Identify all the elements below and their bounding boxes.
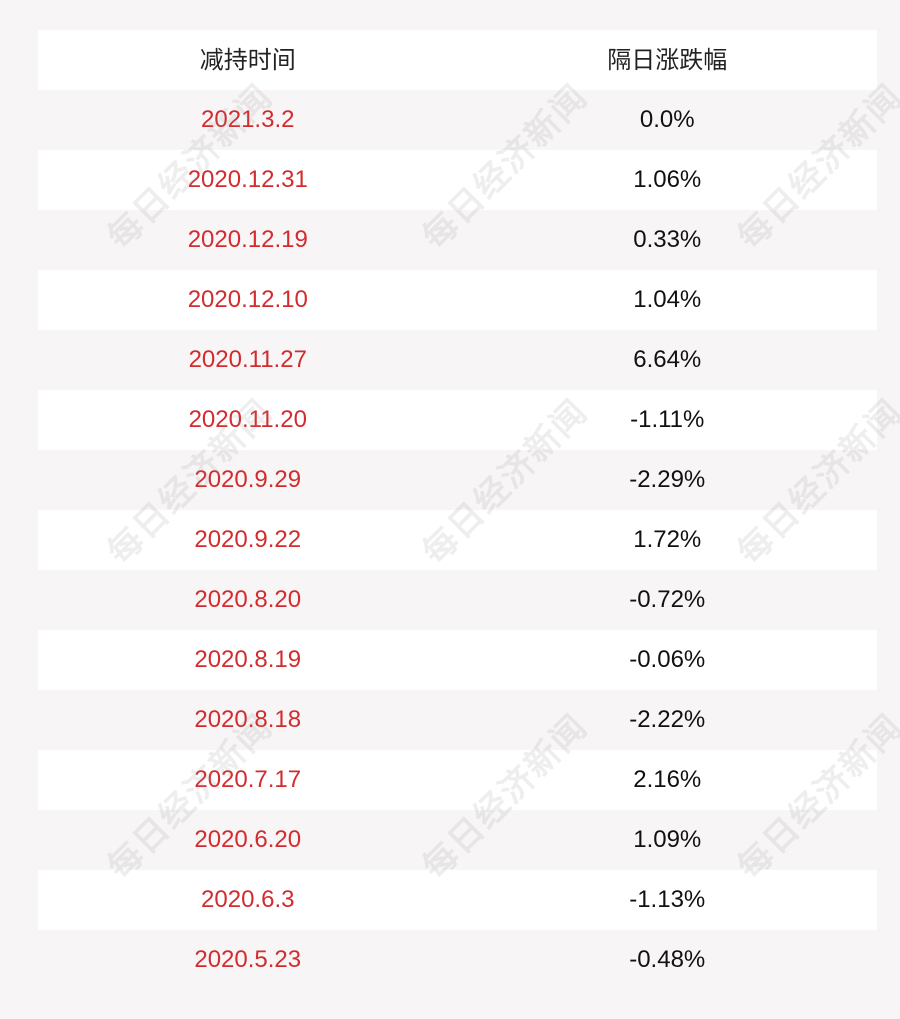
reduction-date-cell: 2021.3.2 — [201, 106, 295, 133]
next-day-change-cell: 1.06% — [633, 166, 702, 193]
table-row: 2020.12.31 1.06% — [38, 150, 877, 210]
table-row: 2021.3.2 0.0% — [38, 90, 877, 150]
reduction-date-cell: 2020.8.18 — [194, 706, 302, 733]
next-day-change-cell: 6.64% — [633, 346, 702, 373]
table-row: 2020.5.23 -0.48% — [38, 930, 877, 990]
next-day-change-cell: -2.22% — [629, 706, 706, 733]
reduction-date-cell: 2020.12.31 — [187, 166, 308, 193]
reduction-date-cell: 2020.6.20 — [194, 826, 302, 853]
header-reduction-date: 减持时间 — [199, 46, 296, 74]
next-day-change-cell: 0.33% — [633, 226, 702, 253]
table-header: 减持时间 隔日涨跌幅 — [38, 30, 877, 90]
table-row: 2020.8.18 -2.22% — [38, 690, 877, 750]
reduction-date-cell: 2020.8.19 — [194, 646, 302, 673]
table-row: 2020.6.3 -1.13% — [38, 870, 877, 930]
next-day-change-cell: -0.06% — [629, 646, 706, 673]
next-day-change-cell: -2.29% — [629, 466, 706, 493]
reduction-date-cell: 2020.8.20 — [194, 586, 302, 613]
table-row: 2020.6.20 1.09% — [38, 810, 877, 870]
next-day-change-cell: 1.72% — [633, 526, 702, 553]
table-row: 2020.9.22 1.72% — [38, 510, 877, 570]
data-table: 减持时间 隔日涨跌幅 2021.3.2 0.0% 2020.12.31 1.06% 20… — [38, 30, 877, 990]
next-day-change-cell: -1.11% — [630, 406, 705, 433]
table-row: 2020.12.19 0.33% — [38, 210, 877, 270]
table-row: 2020.9.29 -2.29% — [38, 450, 877, 510]
reduction-date-cell: 2020.9.22 — [194, 526, 302, 553]
header-next-day-change: 隔日涨跌幅 — [607, 46, 728, 74]
next-day-change-cell: 1.09% — [633, 826, 702, 853]
next-day-change-cell: 1.04% — [633, 286, 702, 313]
reduction-date-cell: 2020.12.10 — [187, 286, 308, 313]
table-row: 2020.12.10 1.04% — [38, 270, 877, 330]
reduction-date-cell: 2020.6.3 — [201, 886, 295, 913]
next-day-change-cell: 2.16% — [633, 766, 702, 793]
table-row: 2020.7.17 2.16% — [38, 750, 877, 810]
next-day-change-cell: 0.0% — [639, 106, 695, 133]
table-row: 2020.11.27 6.64% — [38, 330, 877, 390]
reduction-date-cell: 2020.11.20 — [188, 406, 307, 433]
reduction-date-cell: 2020.7.17 — [194, 766, 302, 793]
reduction-date-cell: 2020.5.23 — [194, 946, 302, 973]
next-day-change-cell: -0.48% — [629, 946, 706, 973]
table-body: 2021.3.2 0.0% 2020.12.31 1.06% 2020.12.19 0.3… — [38, 90, 877, 990]
next-day-change-cell: -0.72% — [629, 586, 706, 613]
table-row: 2020.8.19 -0.06% — [38, 630, 877, 690]
next-day-change-cell: -1.13% — [629, 886, 706, 913]
reduction-date-cell: 2020.9.29 — [194, 466, 302, 493]
table-row: 2020.8.20 -0.72% — [38, 570, 877, 630]
reduction-date-cell: 2020.11.27 — [188, 346, 307, 373]
table-row: 2020.11.20 -1.11% — [38, 390, 877, 450]
reduction-date-cell: 2020.12.19 — [187, 226, 308, 253]
